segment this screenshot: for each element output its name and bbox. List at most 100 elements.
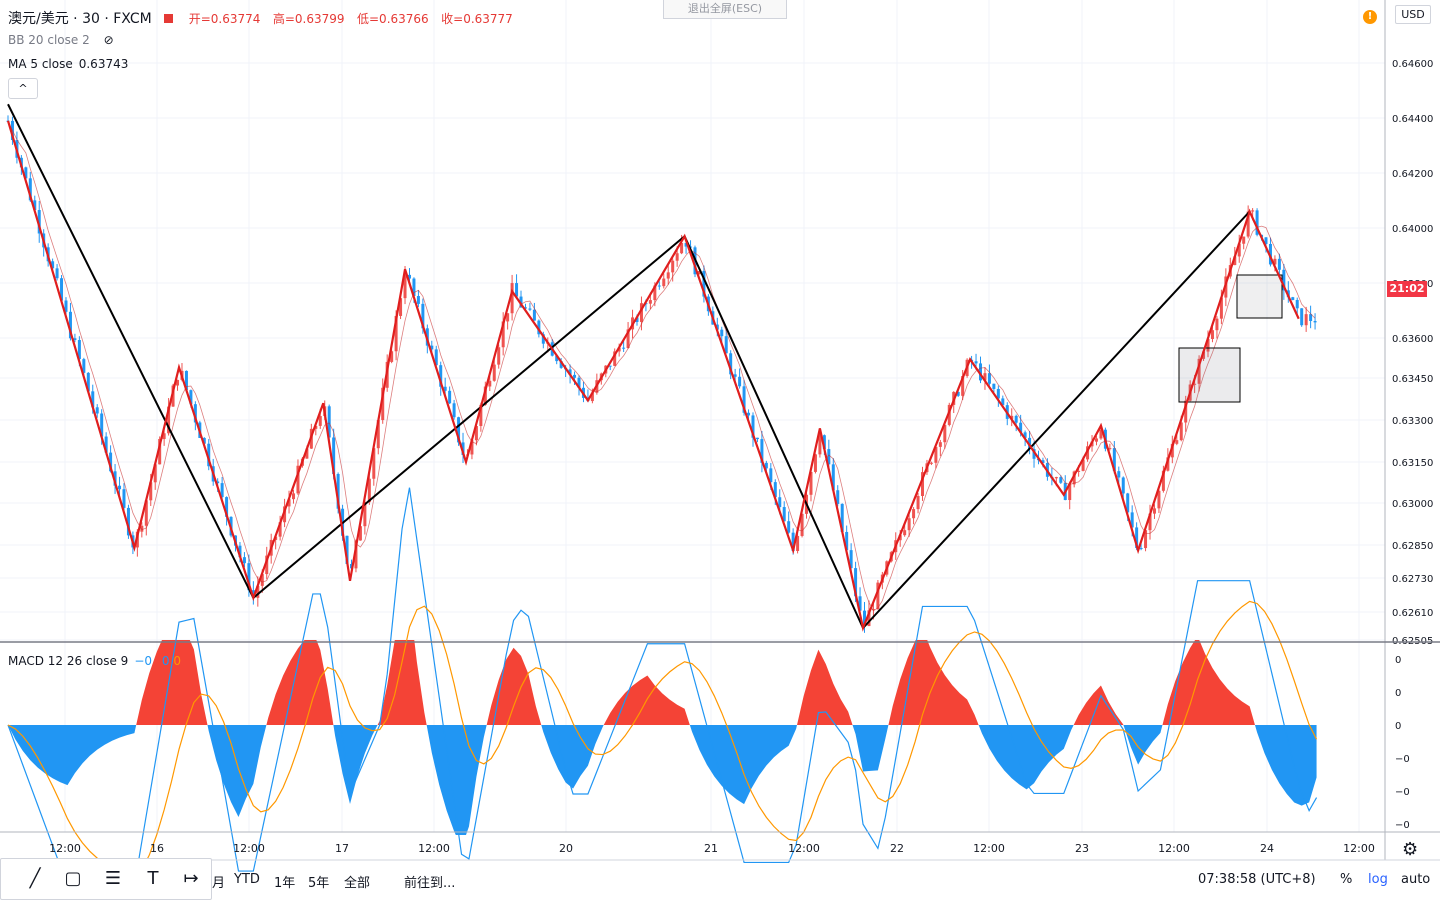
candle-body: [907, 518, 911, 531]
candle-body: [528, 308, 532, 310]
candle-body: [439, 365, 443, 387]
text-tool-icon[interactable]: T: [147, 868, 159, 889]
currency-badge[interactable]: USD: [1395, 5, 1431, 24]
candle-body: [82, 359, 86, 373]
candle-body: [519, 296, 523, 308]
range-5y[interactable]: 5年: [308, 876, 330, 891]
candle-body: [1193, 383, 1197, 385]
candle-body: [1295, 299, 1299, 309]
candle-body: [448, 390, 452, 404]
candle-body: [1041, 460, 1045, 464]
ma-legend[interactable]: MA 5 close 0.63743: [8, 57, 128, 71]
candle-body: [113, 471, 117, 486]
candle-body: [1077, 470, 1081, 472]
highlight-box: [1236, 274, 1283, 319]
collapse-legend-button[interactable]: ^: [8, 78, 38, 99]
zigzag-major-line: [7, 103, 1251, 630]
candle-body: [1291, 297, 1295, 300]
range-ytd[interactable]: YTD: [234, 872, 260, 887]
candle-body: [1001, 398, 1005, 406]
candle-body: [64, 300, 68, 312]
time-axis-label: 20: [559, 842, 573, 855]
candle-body: [189, 390, 193, 405]
candle-body: [483, 386, 487, 405]
fib-lines-icon[interactable]: ☰: [104, 868, 122, 889]
candle-body: [403, 274, 407, 299]
log-toggle[interactable]: log: [1368, 872, 1388, 887]
candle-body: [1282, 269, 1286, 291]
auto-toggle[interactable]: auto: [1401, 872, 1431, 887]
candle-body: [1219, 297, 1223, 319]
candle-body: [898, 535, 902, 541]
range-1y[interactable]: 1年: [274, 876, 296, 891]
candle-body: [867, 610, 871, 627]
candle-body: [1242, 236, 1246, 244]
chevron-up-icon: ^: [18, 82, 28, 95]
range-month[interactable]: 月: [212, 876, 226, 891]
clock-display[interactable]: 07:38:58 (UTC+8): [1198, 872, 1316, 887]
range-all[interactable]: 全部: [344, 876, 371, 891]
symbol-legend[interactable]: 澳元/美元 · 30 · FXCM 开=0.63774 高=0.63799 低=0…: [8, 8, 513, 28]
candle-body: [1206, 338, 1210, 352]
candle-body: [100, 413, 104, 437]
ohlc-open: 开=0.63774: [188, 12, 261, 26]
candle-body: [943, 424, 947, 443]
macd-label[interactable]: MACD 12 26 close 9: [8, 654, 129, 668]
price-axis-label: 0.63450: [1392, 374, 1433, 385]
symbol-title[interactable]: 澳元/美元 · 30 · FXCM: [8, 11, 152, 27]
macd-legend[interactable]: MACD 12 26 close 9 −0 0 0: [8, 654, 181, 668]
candle-body: [399, 298, 403, 316]
candle-body: [858, 596, 862, 611]
macd-axis-label: 0: [1395, 688, 1401, 699]
candle-body: [617, 347, 621, 352]
ma-label[interactable]: MA 5 close: [8, 57, 73, 71]
candle-body: [421, 303, 425, 329]
candle-body: [760, 439, 764, 463]
goto-date-button[interactable]: 前往到...: [404, 876, 456, 891]
time-axis-label: 23: [1075, 842, 1089, 855]
candle-body: [974, 361, 978, 364]
candle-body: [568, 369, 572, 375]
measure-icon[interactable]: ↦: [183, 868, 199, 889]
candle-body: [394, 315, 398, 352]
candle-body: [1237, 243, 1241, 257]
candle-body: [305, 448, 309, 459]
candle-body: [903, 530, 907, 536]
candle-body: [800, 513, 804, 536]
rectangle-icon[interactable]: ▢: [64, 868, 82, 889]
zigzag-minor-line: [6, 120, 1300, 632]
alert-icon[interactable]: !: [1363, 10, 1377, 24]
bb-legend[interactable]: BB 20 close 2 ⊘: [8, 33, 114, 47]
exit-fullscreen-button[interactable]: 退出全屏(ESC): [663, 0, 787, 19]
candle-body: [1304, 314, 1308, 326]
trend-line-icon[interactable]: ╱: [29, 868, 41, 889]
candle-body: [492, 364, 496, 381]
hidden-eye-icon[interactable]: ⊘: [103, 33, 114, 47]
candle-body: [358, 526, 362, 541]
candle-body: [1081, 459, 1085, 471]
candle-body: [622, 347, 626, 349]
percent-toggle[interactable]: %: [1340, 872, 1353, 887]
candle-body: [1023, 432, 1027, 438]
current-price-tag: 21:02: [1387, 281, 1427, 297]
candle-body: [238, 545, 242, 558]
bb-label[interactable]: BB 20 close 2: [8, 33, 90, 47]
candle-body: [648, 300, 652, 304]
ma-value: 0.63743: [78, 57, 129, 71]
gear-icon[interactable]: ⚙: [1402, 839, 1419, 860]
candle-body: [1059, 477, 1063, 483]
highlight-boxes: [1178, 274, 1283, 403]
candle-body: [37, 210, 41, 234]
candle-body: [849, 550, 853, 569]
candle-body: [202, 437, 206, 444]
candle-body: [822, 435, 826, 450]
candle-body: [1264, 237, 1268, 245]
candle-body: [501, 321, 505, 348]
candle-body: [73, 338, 77, 341]
candle-body: [86, 372, 90, 392]
candle-body: [506, 313, 510, 322]
time-axis-label: 12:00: [49, 842, 81, 855]
price-axis-label: 0.63000: [1392, 499, 1433, 510]
candle-body: [778, 497, 782, 508]
